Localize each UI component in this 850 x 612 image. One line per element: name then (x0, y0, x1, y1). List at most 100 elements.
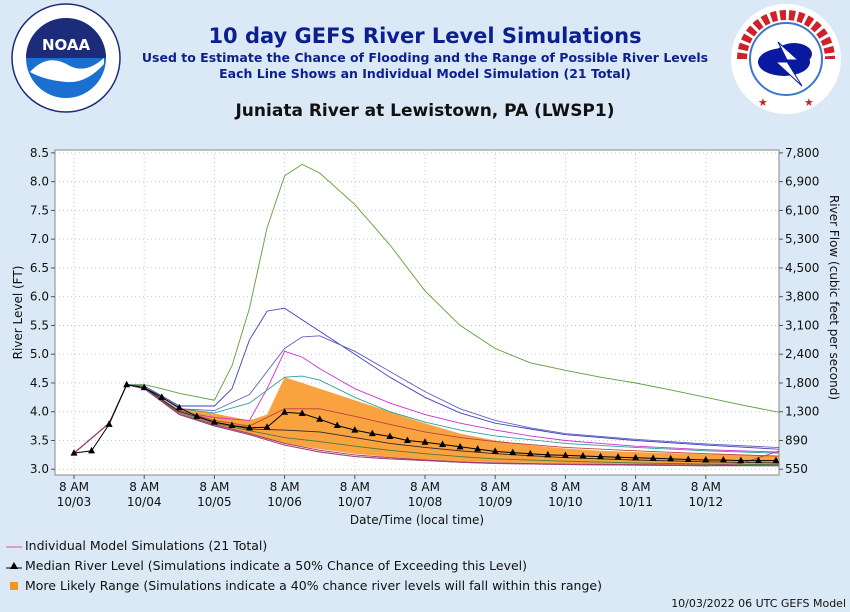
x-tick-date-label: 10/06 (267, 495, 302, 509)
median-marker (123, 380, 131, 388)
y-tick-label: 5.5 (30, 318, 49, 332)
simulation-line (73, 384, 779, 467)
median-marker (351, 426, 359, 433)
median-marker (684, 455, 692, 462)
legend-swatch-range (10, 581, 18, 590)
median-marker (316, 415, 324, 422)
median-marker (281, 408, 289, 415)
station-name: Juniata River at Lewistown, PA (LWSP1) (235, 101, 615, 121)
x-tick-time-label: 8 AM (59, 480, 89, 494)
chart-title: 10 day GEFS River Level Simulations (208, 24, 642, 48)
median-marker (246, 423, 253, 431)
y2-axis-label: River Flow (cubic feet per second) (827, 195, 841, 400)
svg-text:★: ★ (804, 96, 814, 109)
y2-tick-label: 1,800 (785, 376, 819, 390)
x-tick-date-label: 10/04 (127, 495, 162, 509)
model-timestamp: 10/03/2022 06 UTC GEFS Model (671, 597, 846, 610)
y-tick-label: 5.0 (30, 347, 49, 361)
median-marker (298, 409, 306, 416)
x-tick-time-label: 8 AM (410, 480, 440, 494)
legend-label-individual: Individual Model Simulations (21 Total) (25, 538, 268, 553)
simulation-line (73, 375, 779, 454)
y-tick-label: 7.5 (30, 203, 49, 217)
x-tick-date-label: 10/03 (57, 495, 92, 509)
median-marker (105, 420, 113, 427)
median-marker (719, 456, 727, 463)
x-tick-time-label: 8 AM (340, 480, 370, 494)
y2-tick-label: 2,400 (785, 347, 819, 361)
y-tick-label: 6.5 (30, 261, 49, 275)
y2-tick-label: 1,300 (785, 405, 819, 419)
y2-tick-label: 890 (785, 433, 808, 447)
legend-item-range: More Likely Range (Simulations indicate … (6, 578, 602, 593)
y2-tick-label: 5,300 (785, 232, 819, 246)
median-marker (228, 421, 236, 429)
y-tick-label: 4.0 (30, 405, 49, 419)
median-marker (649, 454, 657, 461)
y-tick-label: 3.5 (30, 433, 49, 447)
x-tick-time-label: 8 AM (691, 480, 721, 494)
median-marker (333, 421, 341, 429)
median-marker (772, 456, 779, 464)
x-tick-date-label: 10/12 (689, 495, 724, 509)
median-marker (368, 429, 376, 437)
noaa-logo-text: NOAA (42, 36, 91, 54)
x-tick-date-label: 10/08 (408, 495, 443, 509)
y2-tick-label: 3,100 (785, 318, 819, 332)
median-marker (614, 453, 622, 460)
median-marker (579, 452, 587, 459)
y-tick-label: 7.0 (30, 232, 49, 246)
y-tick-label: 3.0 (30, 462, 49, 476)
y2-tick-label: 6,100 (785, 203, 819, 217)
y-tick-label: 6.0 (30, 290, 49, 304)
x-tick-time-label: 8 AM (621, 480, 651, 494)
x-tick-time-label: 8 AM (480, 480, 510, 494)
nws-logo: ★ ★ (731, 4, 841, 114)
chart-subtitle-1: Used to Estimate the Chance of Flooding … (141, 50, 709, 65)
x-tick-date-label: 10/11 (618, 495, 653, 509)
y2-tick-label: 6,900 (785, 175, 819, 189)
y2-tick-label: 4,500 (785, 261, 819, 275)
median-marker (158, 393, 166, 400)
median-marker (544, 450, 552, 458)
median-marker (754, 456, 762, 464)
x-tick-date-label: 10/07 (338, 495, 373, 509)
median-marker (263, 423, 271, 430)
y2-tick-label: 7,800 (785, 146, 819, 160)
svg-text:★: ★ (758, 96, 768, 109)
more-likely-range-band (179, 377, 779, 466)
x-tick-date-label: 10/05 (197, 495, 232, 509)
noaa-logo: NOAA (11, 3, 121, 113)
y2-tick-label: 3,800 (785, 290, 819, 304)
median-marker (702, 456, 710, 463)
median-marker (737, 456, 745, 464)
y2-tick-label: 550 (785, 462, 808, 476)
median-marker (403, 436, 411, 443)
legend-label-range: More Likely Range (Simulations indicate … (25, 578, 602, 593)
median-marker (491, 447, 499, 454)
simulation-line (73, 307, 779, 454)
median-marker (439, 440, 447, 448)
median-marker (175, 403, 183, 411)
median-marker (456, 442, 464, 450)
median-marker (474, 445, 482, 452)
legend-swatch-individual (6, 546, 22, 547)
y-tick-label: 8.5 (30, 146, 49, 160)
median-marker (632, 453, 640, 461)
y-tick-label: 8.0 (30, 175, 49, 189)
median-marker (70, 449, 78, 456)
legend-item-individual: Individual Model Simulations (21 Total) (6, 538, 267, 553)
median-marker (597, 452, 604, 460)
chart-subtitle-2: Each Line Shows an Individual Model Simu… (219, 66, 631, 81)
y-tick-label: 4.5 (30, 376, 49, 390)
median-marker (526, 449, 534, 457)
median-marker (88, 446, 96, 454)
median-marker (561, 451, 569, 458)
y-axis-label: River Level (FT) (11, 266, 25, 360)
median-marker (421, 438, 429, 445)
median-marker (667, 454, 675, 462)
median-marker (193, 412, 201, 419)
x-tick-date-label: 10/10 (548, 495, 583, 509)
legend-label-median: Median River Level (Simulations indicate… (25, 558, 528, 573)
